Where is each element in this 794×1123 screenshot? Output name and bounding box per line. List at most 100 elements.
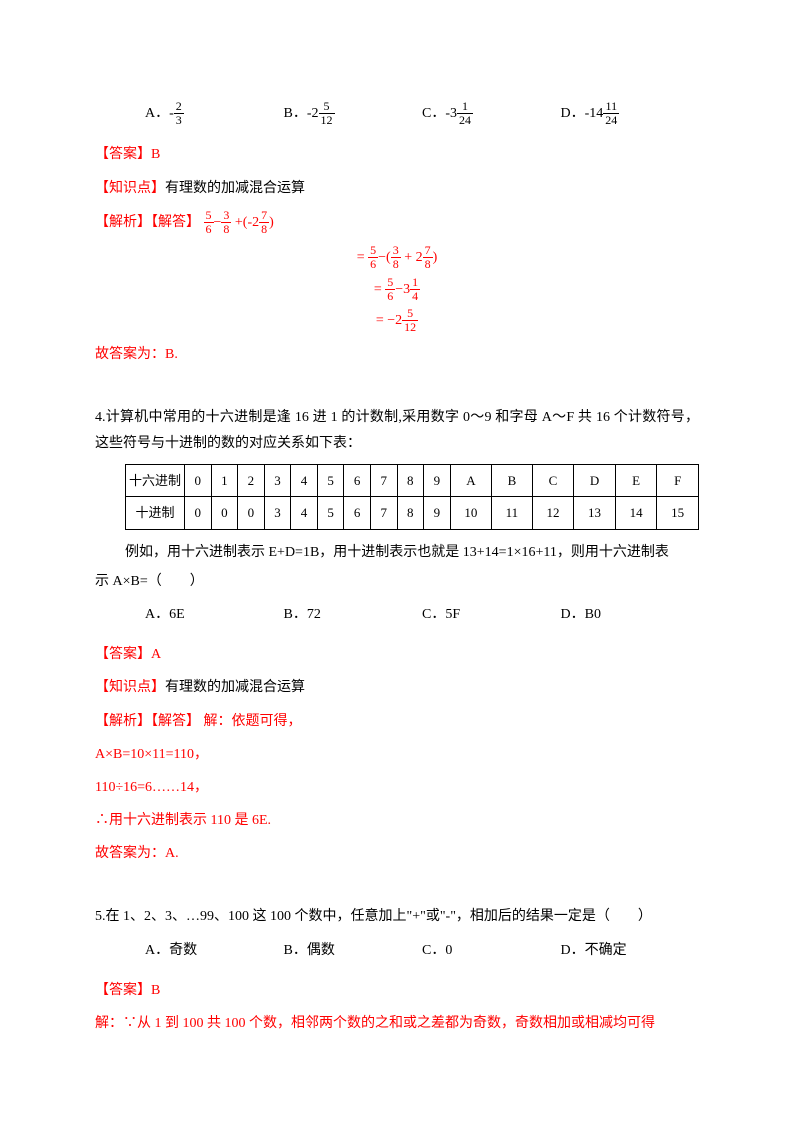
option-label: A． — [145, 106, 169, 121]
frac-den: 6 — [385, 290, 395, 303]
frac-den: 24 — [457, 114, 473, 127]
q4-analysis: 【解析】【解答】 解：依题可得， — [95, 709, 699, 734]
cell: 14 — [615, 497, 657, 529]
cell: 3 — [264, 497, 291, 529]
cell: 6 — [344, 497, 371, 529]
frac-den: 8 — [391, 258, 401, 271]
q4-stem2b: 示 A×B=（ ） — [95, 569, 699, 594]
cell: 0 — [185, 464, 212, 496]
cell: 7 — [370, 464, 397, 496]
frac-den: 6 — [204, 223, 214, 236]
answer-label: 【答案】 — [95, 647, 151, 662]
cell: E — [615, 464, 657, 496]
frac-num: 1 — [457, 100, 473, 114]
q4-option-b: B．72 — [284, 602, 423, 627]
frac-num: 3 — [391, 244, 401, 258]
cell: 5 — [317, 497, 344, 529]
table-row-dec: 十进制 0 0 0 3 4 5 6 7 8 9 10 11 12 13 14 1… — [126, 497, 699, 529]
q5-stem: 5.在 1、2、3、…99、100 这 100 个数中，任意加上"+"或"-"，… — [95, 904, 699, 929]
q3-option-d: D．-141124 — [561, 100, 700, 127]
q3-option-b: B．-2512 — [284, 100, 423, 127]
frac-den: 12 — [402, 321, 418, 334]
cell: 13 — [574, 497, 616, 529]
op: −( — [378, 250, 391, 265]
frac-num: 2 — [174, 100, 184, 114]
op: −3 — [395, 281, 410, 296]
frac-num: 1 — [410, 276, 420, 290]
option-label: B． — [284, 106, 307, 121]
q4-stem2a: 例如，用十六进制表示 E+D=1B，用十进制表示也就是 13+14=1×16+1… — [95, 540, 699, 565]
answer-value: A — [151, 647, 161, 662]
q4-option-a: A．6E — [145, 602, 284, 627]
option-label: D． — [561, 106, 585, 121]
q4-line1: A×B=10×11=110， — [95, 742, 699, 767]
q4-options: A．6E B．72 C．5F D．B0 — [95, 602, 699, 627]
cell: B — [492, 464, 532, 496]
cell: 10 — [450, 497, 492, 529]
option-int: -2 — [307, 106, 319, 121]
cell: A — [450, 464, 492, 496]
q3-option-a: A．-23 — [145, 100, 284, 127]
eq: = −2 — [376, 313, 402, 328]
q5-option-b: B．偶数 — [284, 938, 423, 963]
q4-answer: 【答案】A — [95, 642, 699, 667]
eq: = — [374, 281, 385, 296]
q3-step2: = 56−314 — [95, 276, 699, 303]
q5-stem-text: 在 1、2、3、…99、100 这 100 个数中，任意加上"+"或"-"，相加… — [106, 909, 652, 924]
cell: 4 — [291, 497, 318, 529]
cell: 9 — [424, 464, 451, 496]
q3-option-c: C．-3124 — [422, 100, 561, 127]
row-header: 十六进制 — [126, 464, 185, 496]
knowledge-label: 【知识点】 — [95, 181, 165, 196]
frac-den: 6 — [368, 258, 378, 271]
answer-label: 【答案】 — [95, 147, 151, 162]
knowledge-text: 有理数的加减混合运算 — [165, 680, 305, 695]
q5-number: 5. — [95, 909, 106, 924]
q5-options: A．奇数 B．偶数 C．0 D．不确定 — [95, 938, 699, 963]
cell: 8 — [397, 497, 424, 529]
table-row-hex: 十六进制 0 1 2 3 4 5 6 7 8 9 A B C D E F — [126, 464, 699, 496]
cell: 0 — [211, 497, 238, 529]
q3-conclusion: 故答案为：B. — [95, 342, 699, 367]
cell: 1 — [211, 464, 238, 496]
frac-num: 7 — [259, 209, 269, 223]
q3-step1: = 56−(38 + 278) — [95, 244, 699, 271]
frac-num: 5 — [319, 100, 335, 114]
row-header: 十进制 — [126, 497, 185, 529]
cell: 8 — [397, 464, 424, 496]
cell: D — [574, 464, 616, 496]
op: +(-2 — [231, 215, 259, 230]
frac-den: 3 — [174, 114, 184, 127]
frac-num: 3 — [221, 209, 231, 223]
cell: 0 — [185, 497, 212, 529]
q4-option-d: D．B0 — [561, 602, 700, 627]
cell: 12 — [532, 497, 574, 529]
frac-num: 5 — [368, 244, 378, 258]
cell: 5 — [317, 464, 344, 496]
frac-den: 8 — [221, 223, 231, 236]
cell: 0 — [238, 497, 265, 529]
op: − — [214, 215, 222, 230]
option-int: -3 — [445, 106, 457, 121]
q5-answer: 【答案】B — [95, 978, 699, 1003]
answer-value: B — [151, 147, 160, 162]
q4-line3: ∴用十六进制表示 110 是 6E. — [95, 808, 699, 833]
cell: 7 — [370, 497, 397, 529]
frac-den: 4 — [410, 290, 420, 303]
q4-table: 十六进制 0 1 2 3 4 5 6 7 8 9 A B C D E F 十进制… — [125, 464, 699, 530]
q5-option-d: D．不确定 — [561, 938, 700, 963]
q5-solution: 解：∵从 1 到 100 共 100 个数，相邻两个数的之和或之差都为奇数，奇数… — [95, 1011, 699, 1036]
cell: 9 — [424, 497, 451, 529]
q3-step3: = −2512 — [95, 307, 699, 334]
q4-conclusion: 故答案为：A. — [95, 841, 699, 866]
q4-number: 4. — [95, 410, 106, 425]
option-int: -14 — [585, 106, 604, 121]
cell: 11 — [492, 497, 532, 529]
frac-den: 24 — [603, 114, 619, 127]
answer-value: B — [151, 983, 160, 998]
option-label: C． — [422, 106, 445, 121]
q3-analysis-header: 【解析】【解答】 56−38 +(-278) — [95, 209, 699, 236]
op: ) — [433, 250, 438, 265]
answer-label: 【答案】 — [95, 983, 151, 998]
cell: 6 — [344, 464, 371, 496]
